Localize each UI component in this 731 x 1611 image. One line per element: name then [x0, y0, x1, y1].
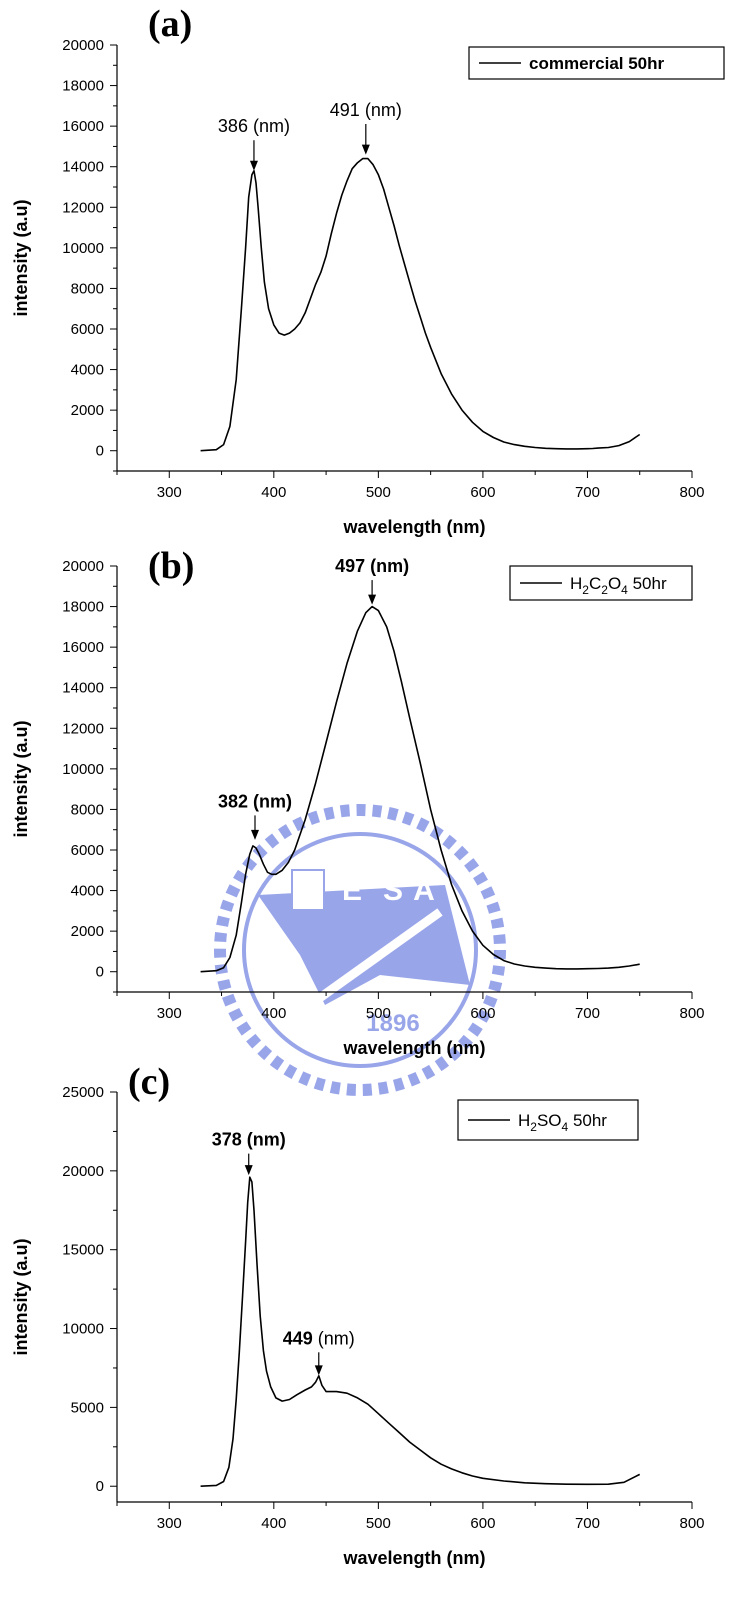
y-tick-label: 4000 — [71, 362, 104, 379]
y-tick-label: 2000 — [71, 923, 104, 940]
y-tick-label: 20000 — [62, 1163, 104, 1180]
x-tick-label: 700 — [575, 1005, 600, 1022]
peak-annotation: 382 (nm) — [218, 791, 292, 840]
y-tick-label: 18000 — [62, 599, 104, 616]
y-tick-label: 20000 — [62, 37, 104, 54]
x-tick-label: 600 — [470, 1005, 495, 1022]
y-tick-label: 8000 — [71, 280, 104, 297]
spectrum-line — [200, 157, 641, 452]
x-tick-label: 500 — [366, 1005, 391, 1022]
annotation-arrow-head — [368, 594, 377, 605]
y-tick-label: 25000 — [62, 1084, 104, 1101]
peak-annotation: 491 (nm) — [330, 100, 402, 155]
x-axis-label: wavelength (nm) — [342, 1548, 485, 1568]
x-tick-label: 800 — [679, 1005, 704, 1022]
y-axis-label: intensity (a.u) — [11, 1238, 31, 1355]
y-tick-label: 15000 — [62, 1242, 104, 1259]
y-tick-label: 14000 — [62, 159, 104, 176]
y-tick-label: 0 — [96, 1478, 104, 1495]
y-tick-label: 16000 — [62, 639, 104, 656]
chart-panel: 0 2000 4000 6000 8000 10000 12000 14000 16000 180… — [11, 3, 725, 537]
legend-box — [457, 1099, 639, 1141]
x-tick-label: 300 — [157, 484, 182, 501]
y-tick-label: 20000 — [62, 558, 104, 575]
y-tick-label: 18000 — [62, 78, 104, 95]
x-tick-label: 500 — [366, 1515, 391, 1532]
watermark-emblem-book — [291, 869, 325, 911]
y-tick-label: 14000 — [62, 680, 104, 697]
y-tick-label: 5000 — [71, 1399, 104, 1416]
x-tick-label: 600 — [470, 484, 495, 501]
annotation-label: 382 (nm) — [218, 791, 292, 811]
panel-label: (c) — [128, 1061, 170, 1103]
annotation-label: 386 (nm) — [218, 116, 290, 136]
annotation-arrow-head — [251, 829, 259, 840]
legend: H2SO4 50hr — [457, 1099, 639, 1141]
x-axis-label: wavelength (nm) — [342, 1038, 485, 1058]
y-axis-label: intensity (a.u) — [11, 720, 31, 837]
watermark-emblem-stripe — [297, 908, 443, 1016]
peak-annotation: 497 (nm) — [335, 556, 409, 605]
annotation-label: 378 (nm) — [212, 1130, 286, 1150]
peak-annotation: 386 (nm) — [218, 116, 290, 171]
annotation-arrow-head — [249, 160, 258, 171]
annotation-arrow-head — [361, 144, 370, 155]
watermark-inner-ring — [242, 832, 478, 1068]
x-tick-label: 800 — [679, 484, 704, 501]
legend: commercial 50hr — [468, 46, 725, 80]
spectrum-line — [200, 605, 640, 973]
watermark-emblem-shape — [258, 885, 470, 1005]
x-tick-label: 400 — [261, 1515, 286, 1532]
watermark-letter: S — [383, 874, 403, 907]
y-tick-label: 10000 — [62, 1321, 104, 1338]
legend-label: commercial 50hr — [529, 54, 665, 73]
y-tick-label: 0 — [96, 443, 104, 460]
chart-panels: 0200040006000800010000120001400016000180… — [11, 3, 725, 1568]
annotation-arrow-head — [314, 1365, 323, 1376]
watermark-letter: E — [342, 874, 362, 907]
x-tick-label: 500 — [366, 484, 391, 501]
x-tick-label: 300 — [157, 1005, 182, 1022]
annotation-label: 497 (nm) — [335, 556, 409, 576]
chart-panel: 0 2000 4000 6000 8000 10000 12000 14000 16000 180… — [11, 545, 705, 1058]
x-tick-label: 700 — [575, 484, 600, 501]
y-tick-label: 12000 — [62, 199, 104, 216]
spectrum-line — [200, 1176, 641, 1487]
y-tick-label: 6000 — [71, 321, 104, 338]
y-tick-label: 0 — [96, 964, 104, 981]
panel-label: (a) — [148, 3, 192, 45]
peak-annotation: 449 (nm) — [283, 1328, 355, 1376]
annotation-label: 449 (nm) — [283, 1328, 355, 1348]
watermark-year: 1896 — [366, 1010, 419, 1037]
x-tick-label: 700 — [575, 1515, 600, 1532]
y-tick-label: 10000 — [62, 240, 104, 257]
legend-label: H2SO4 50hr — [518, 1111, 607, 1134]
panel-label: (b) — [148, 545, 194, 587]
y-tick-label: 16000 — [62, 118, 104, 135]
x-axis-label: wavelength (nm) — [342, 517, 485, 537]
chart-panel: 0 5000 10000 15000 20000 25000 300 400 500 600 700… — [11, 1061, 705, 1568]
legend-label: H2C2O4 50hr — [570, 574, 667, 597]
y-tick-label: 12000 — [62, 720, 104, 737]
legend: H2C2O4 50hr — [509, 565, 693, 601]
annotation-label: 491 (nm) — [330, 100, 402, 120]
peak-annotation: 378 (nm) — [212, 1130, 286, 1176]
x-tick-label: 300 — [157, 1515, 182, 1532]
annotation-arrow-head — [244, 1165, 253, 1176]
y-tick-label: 2000 — [71, 402, 104, 419]
y-axis-label: intensity (a.u) — [11, 199, 31, 316]
x-tick-label: 400 — [261, 484, 286, 501]
y-tick-label: 10000 — [62, 761, 104, 778]
x-tick-label: 600 — [470, 1515, 495, 1532]
university-watermark-logo: E S A 1896 — [214, 804, 506, 1096]
y-tick-label: 6000 — [71, 842, 104, 859]
watermark-letter: A — [413, 874, 435, 907]
y-tick-label: 8000 — [71, 801, 104, 818]
y-tick-label: 4000 — [71, 883, 104, 900]
x-tick-label: 400 — [261, 1005, 286, 1022]
x-tick-label: 800 — [679, 1515, 704, 1532]
watermark-outer-ring — [214, 804, 506, 1096]
